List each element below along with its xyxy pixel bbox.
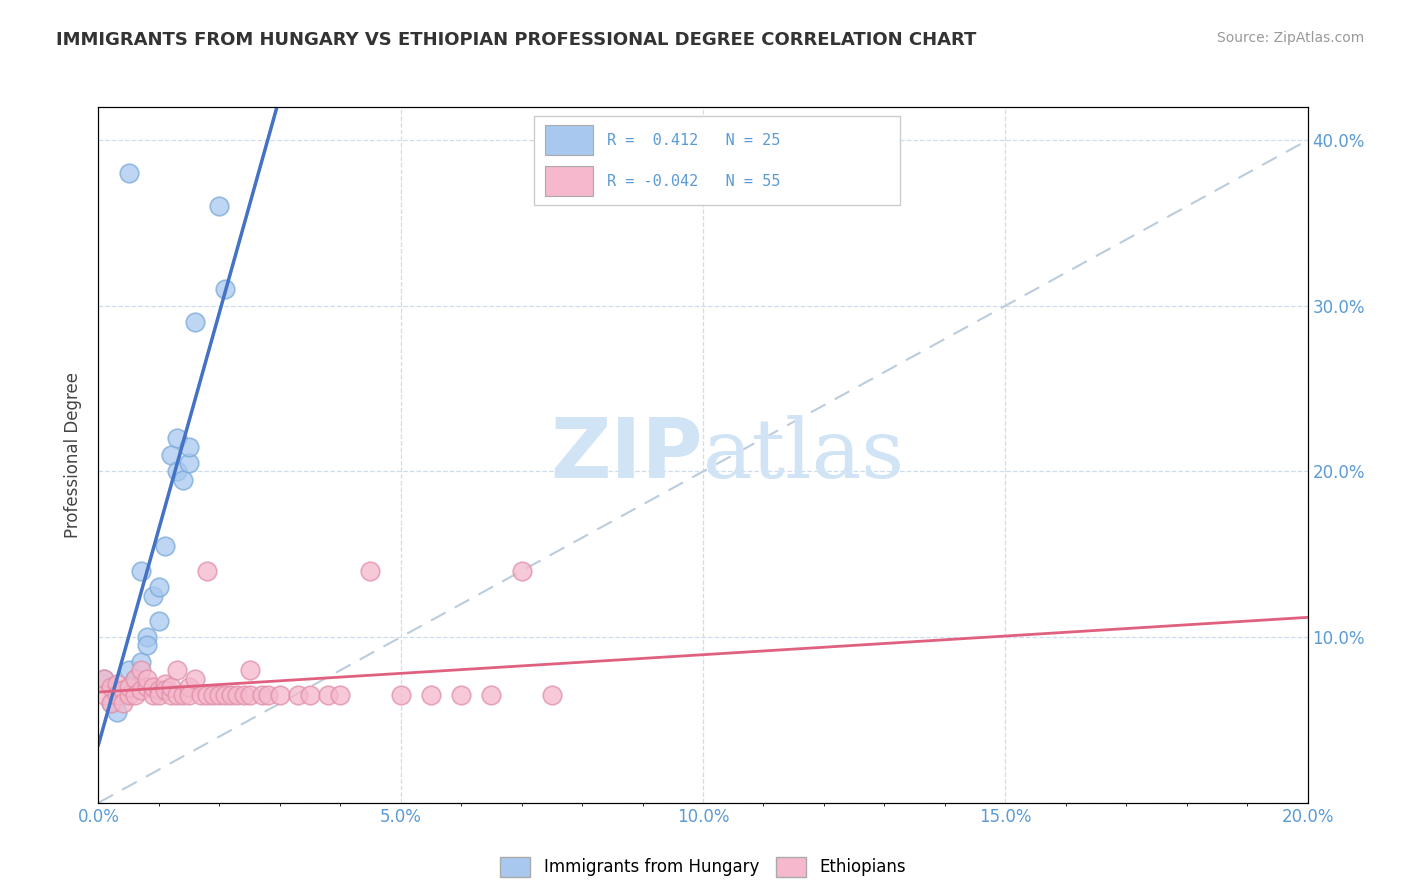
Point	[166, 688, 188, 702]
Point	[100, 697, 122, 711]
Point	[135, 680, 157, 694]
Point	[93, 672, 115, 686]
Text: R = -0.042   N = 55: R = -0.042 N = 55	[607, 174, 780, 188]
Point	[93, 672, 115, 686]
Point	[118, 688, 141, 702]
Point	[93, 688, 115, 702]
Point	[540, 688, 562, 702]
Y-axis label: Professional Degree: Professional Degree	[65, 372, 83, 538]
Point	[287, 688, 309, 702]
Point	[142, 589, 165, 603]
Point	[239, 663, 262, 677]
Point	[184, 672, 207, 686]
Point	[129, 663, 152, 677]
Point	[195, 564, 218, 578]
Point	[202, 688, 225, 702]
Point	[179, 680, 201, 694]
Point	[142, 680, 165, 694]
Point	[195, 688, 218, 702]
Point	[208, 688, 231, 702]
Point	[184, 315, 207, 329]
Point	[166, 663, 188, 677]
Point	[450, 688, 472, 702]
Point	[172, 473, 194, 487]
Point	[420, 688, 443, 702]
Point	[239, 688, 262, 702]
Point	[129, 564, 152, 578]
Point	[118, 663, 141, 677]
Point	[111, 697, 134, 711]
Point	[166, 465, 188, 479]
Point	[124, 672, 146, 686]
Point	[153, 539, 176, 553]
Point	[111, 683, 134, 698]
Point	[179, 440, 201, 454]
Point	[250, 688, 273, 702]
Point	[148, 688, 170, 702]
Point	[179, 456, 201, 470]
Text: Source: ZipAtlas.com: Source: ZipAtlas.com	[1216, 31, 1364, 45]
Point	[316, 688, 339, 702]
Point	[111, 688, 134, 702]
Point	[214, 688, 236, 702]
Point	[124, 688, 146, 702]
Point	[118, 166, 141, 180]
Point	[232, 688, 254, 702]
Point	[226, 688, 249, 702]
Point	[135, 672, 157, 686]
Point	[148, 581, 170, 595]
Point	[153, 683, 176, 698]
Point	[329, 688, 352, 702]
Point	[100, 680, 122, 694]
Text: ZIP: ZIP	[551, 415, 703, 495]
Point	[160, 688, 183, 702]
FancyBboxPatch shape	[546, 125, 593, 155]
Point	[105, 676, 128, 690]
Point	[172, 688, 194, 702]
Point	[269, 688, 291, 702]
Point	[148, 683, 170, 698]
Point	[179, 688, 201, 702]
Legend: Immigrants from Hungary, Ethiopians: Immigrants from Hungary, Ethiopians	[492, 849, 914, 885]
Point	[160, 448, 183, 462]
Point	[100, 697, 122, 711]
Point	[105, 688, 128, 702]
Point	[129, 655, 152, 669]
Text: IMMIGRANTS FROM HUNGARY VS ETHIOPIAN PROFESSIONAL DEGREE CORRELATION CHART: IMMIGRANTS FROM HUNGARY VS ETHIOPIAN PRO…	[56, 31, 977, 49]
Point	[135, 639, 157, 653]
Point	[214, 282, 236, 296]
Point	[118, 680, 141, 694]
Point	[160, 680, 183, 694]
Point	[389, 688, 412, 702]
Point	[148, 614, 170, 628]
Point	[481, 688, 503, 702]
Point	[299, 688, 322, 702]
Point	[153, 676, 176, 690]
Point	[105, 705, 128, 719]
Point	[190, 688, 212, 702]
Point	[256, 688, 278, 702]
Point	[221, 688, 243, 702]
Point	[124, 672, 146, 686]
Point	[135, 630, 157, 644]
Point	[118, 680, 141, 694]
Point	[142, 688, 165, 702]
Text: atlas: atlas	[703, 415, 905, 495]
FancyBboxPatch shape	[534, 116, 900, 205]
Text: R =  0.412   N = 25: R = 0.412 N = 25	[607, 133, 780, 147]
FancyBboxPatch shape	[546, 166, 593, 196]
Point	[360, 564, 382, 578]
Point	[510, 564, 533, 578]
Point	[129, 683, 152, 698]
Point	[208, 199, 231, 213]
Point	[166, 431, 188, 445]
